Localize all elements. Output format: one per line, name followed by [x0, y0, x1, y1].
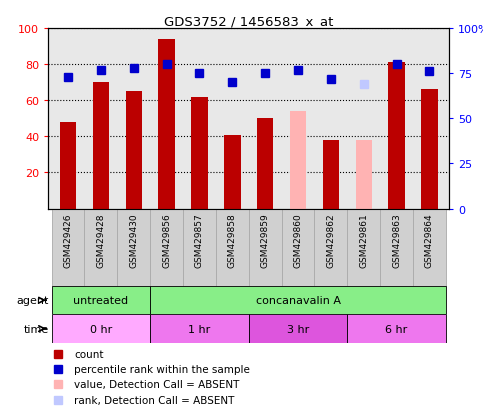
Bar [150, 315, 249, 343]
Bar [355, 141, 372, 209]
Bar [60, 123, 76, 209]
Text: 1 hr: 1 hr [188, 324, 211, 334]
Text: untreated: untreated [73, 295, 128, 306]
Bar [191, 97, 208, 209]
Text: GSM429428: GSM429428 [97, 213, 105, 267]
Text: value, Detection Call = ABSENT: value, Detection Call = ABSENT [74, 380, 240, 389]
Title: GDS3752 / 1456583_x_at: GDS3752 / 1456583_x_at [164, 15, 333, 28]
Text: time: time [24, 324, 49, 334]
Text: count: count [74, 349, 104, 359]
Text: 3 hr: 3 hr [287, 324, 309, 334]
Text: concanavalin A: concanavalin A [256, 295, 341, 306]
Bar [52, 315, 150, 343]
Bar [388, 63, 405, 209]
Text: GSM429860: GSM429860 [294, 213, 302, 268]
Text: GSM429858: GSM429858 [228, 213, 237, 268]
Text: GSM429430: GSM429430 [129, 213, 138, 268]
Text: percentile rank within the sample: percentile rank within the sample [74, 364, 250, 374]
Bar [52, 209, 85, 286]
Text: agent: agent [16, 295, 49, 306]
Bar [380, 209, 413, 286]
Text: GSM429857: GSM429857 [195, 213, 204, 268]
Text: 0 hr: 0 hr [90, 324, 112, 334]
Text: 6 hr: 6 hr [385, 324, 408, 334]
Bar [85, 209, 117, 286]
Text: GSM429859: GSM429859 [261, 213, 270, 268]
Text: GSM429426: GSM429426 [64, 213, 72, 267]
Bar [323, 141, 339, 209]
Text: GSM429861: GSM429861 [359, 213, 368, 268]
Bar [216, 209, 249, 286]
Bar [249, 209, 282, 286]
Bar [126, 92, 142, 209]
Text: GSM429864: GSM429864 [425, 213, 434, 268]
Bar [249, 315, 347, 343]
Bar [282, 209, 314, 286]
Bar [117, 209, 150, 286]
Bar [150, 209, 183, 286]
Bar [347, 209, 380, 286]
Bar [413, 209, 446, 286]
Bar [93, 83, 109, 209]
Text: GSM429863: GSM429863 [392, 213, 401, 268]
Text: GSM429856: GSM429856 [162, 213, 171, 268]
Text: GSM429862: GSM429862 [327, 213, 335, 268]
Bar [224, 135, 241, 209]
Bar [158, 40, 175, 209]
Bar [347, 315, 446, 343]
Bar [52, 286, 150, 315]
Bar [290, 112, 306, 209]
Text: rank, Detection Call = ABSENT: rank, Detection Call = ABSENT [74, 395, 235, 405]
Bar [257, 119, 273, 209]
Bar [421, 90, 438, 209]
Bar [314, 209, 347, 286]
Bar [150, 286, 446, 315]
Bar [183, 209, 216, 286]
